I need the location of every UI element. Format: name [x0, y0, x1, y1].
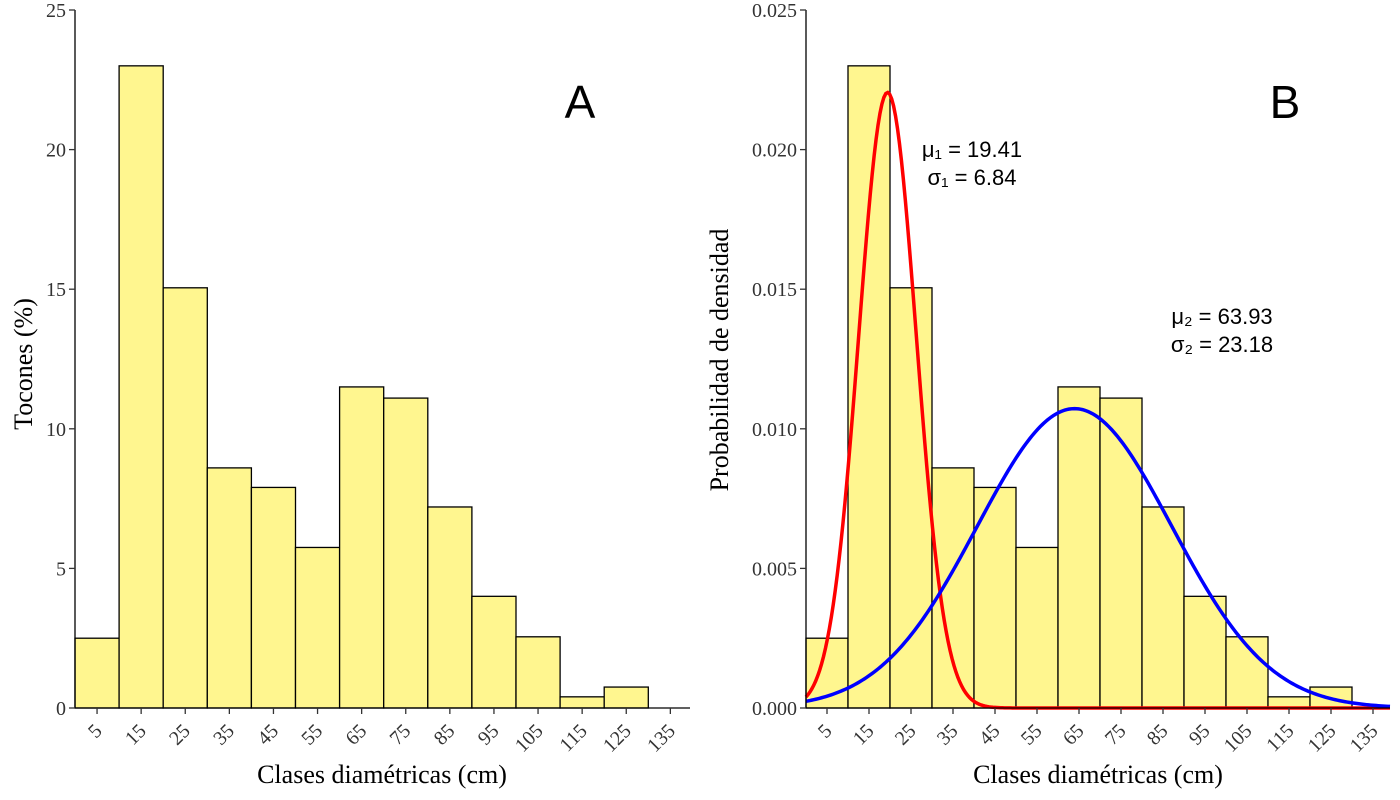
panel-b-x-tick-label: 115 — [1262, 720, 1298, 756]
panel-a-y-tick-label: 0 — [56, 698, 66, 720]
panel-b-x-axis-title: Clases diamétricas (cm) — [973, 760, 1223, 789]
panel-a-bars — [74, 65, 649, 709]
panel-a-y-tick-label: 5 — [56, 558, 66, 580]
panel-b-x-tick-label: 85 — [1143, 720, 1173, 750]
panel-a-label: A — [565, 76, 596, 128]
panel-b-x-tick-label: 135 — [1346, 720, 1383, 757]
panel-b-y-tick-label: 0.025 — [752, 0, 797, 22]
panel-b-bar-45 — [973, 486, 1017, 709]
panel-b: 0.000 0.005 0.010 0.015 0.020 0.025 5 15 25 35 45 5… — [705, 0, 1391, 789]
panel-b-label: B — [1270, 76, 1301, 128]
panel-a-x-tick-label: 75 — [386, 720, 416, 750]
panel-a-x-tick-label: 135 — [643, 720, 680, 757]
panel-a-x-tick-label: 85 — [430, 720, 460, 750]
sigma1-annotation: σ₁ = 6.84 — [928, 165, 1017, 190]
panel-a-y-tick-label: 25 — [46, 0, 66, 22]
panel-b-x-tick-label: 95 — [1185, 720, 1215, 750]
panel-a-bar-25 — [162, 287, 208, 709]
panel-b-y-tick-label: 0.015 — [752, 279, 797, 301]
panel-a-y-tick-label: 20 — [46, 140, 66, 162]
panel-b-bar-105 — [1225, 636, 1269, 709]
panel-a-y-axis-title: Tocones (%) — [9, 298, 38, 430]
panel-a-bar-35 — [206, 467, 253, 709]
panel-b-x-tick-label: 5 — [814, 720, 837, 743]
panel-b-bar-85 — [1141, 506, 1185, 709]
panel-a-x-tick-label: 15 — [121, 720, 151, 750]
panel-b-bar-25 — [889, 287, 933, 709]
panel-b-x-tick-label: 15 — [849, 720, 879, 750]
panel-a-bar-85 — [427, 506, 473, 709]
panel-a-x-tick-label: 25 — [165, 720, 195, 750]
panel-b-x-tick-label: 55 — [1017, 720, 1047, 750]
panel-b-y-tick-label: 0.000 — [752, 698, 797, 720]
panel-a-bar-65 — [338, 386, 385, 709]
panel-a-x-tick-label: 105 — [511, 720, 548, 757]
mu1-annotation: μ₁ = 19.41 — [922, 137, 1022, 162]
panel-a-x-tick-label: 65 — [341, 720, 371, 750]
panel-a-bar-95 — [471, 595, 517, 709]
panel-a-bar-15 — [118, 65, 164, 709]
mu2-annotation: μ₂ = 63.93 — [1171, 304, 1272, 329]
panel-b-bar-95 — [1183, 595, 1227, 709]
panel-a-x-tick-label: 95 — [474, 720, 504, 750]
panel-a-bar-5 — [74, 637, 120, 709]
panel-b-x-tick-label: 35 — [933, 720, 963, 750]
panel-b-y-axis-title: Probabilidad de densidad — [705, 229, 734, 492]
panel-a-bar-105 — [515, 636, 561, 709]
panel-a-bar-125 — [603, 686, 649, 709]
panel-b-bar-55 — [1015, 546, 1059, 709]
panel-a-y-tick-label: 15 — [46, 279, 66, 301]
panel-a-x-tick-label: 55 — [297, 720, 327, 750]
panel-a-bar-75 — [383, 397, 429, 709]
panel-b-bar-65 — [1057, 386, 1101, 709]
panel-b-x-tick-label: 125 — [1304, 720, 1341, 757]
panel-b-y-tick-label: 0.005 — [752, 558, 797, 580]
panel-b-x-tick-label: 25 — [891, 720, 921, 750]
sigma2-annotation: σ₂ = 23.18 — [1171, 332, 1273, 357]
panel-b-bars — [805, 65, 1353, 709]
panel-a-x-tick-label: 35 — [209, 720, 239, 750]
panel-b-y-tick-label: 0.020 — [752, 140, 797, 162]
panel-a-bar-45 — [250, 486, 297, 709]
panel-b-bar-75 — [1099, 397, 1143, 709]
panel-b-x-tick-label: 45 — [975, 720, 1005, 750]
panel-a-bar-55 — [294, 546, 341, 709]
panel-b-y-tick-label: 0.010 — [752, 419, 797, 441]
panel-a-x-tick-label: 115 — [555, 720, 591, 756]
panel-a-x-axis-title: Clases diamétricas (cm) — [257, 760, 507, 789]
panel-a-y-tick-label: 10 — [46, 419, 66, 441]
panel-b-x-tick-label: 105 — [1220, 720, 1257, 757]
panel-a-x-tick-label: 45 — [253, 720, 283, 750]
panel-a-x-tick-label: 125 — [599, 720, 636, 757]
panel-a-x-tick-label: 5 — [84, 720, 107, 743]
panel-a-bar-115 — [559, 696, 605, 709]
panel-b-x-tick-label: 75 — [1101, 720, 1131, 750]
panel-b-x-tick-label: 65 — [1059, 720, 1089, 750]
density-curve-component-2 — [805, 406, 1391, 709]
